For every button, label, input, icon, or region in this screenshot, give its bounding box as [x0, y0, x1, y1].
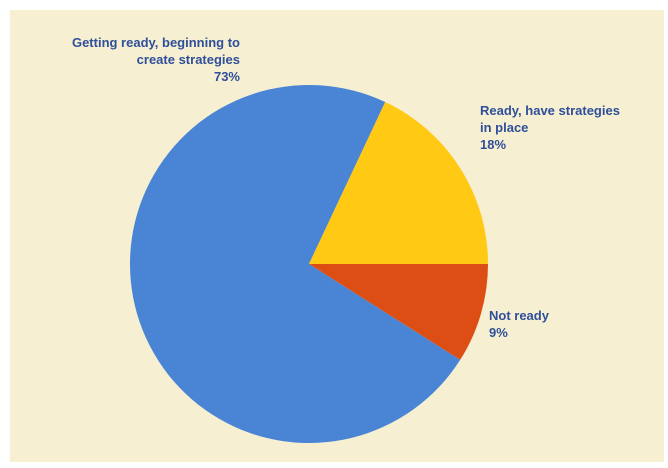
slice-value-not-ready: 9% — [489, 325, 508, 340]
slice-ready — [309, 102, 488, 264]
slice-label-getting-ready: Getting ready, beginning to create strat… — [22, 34, 240, 85]
slice-getting-ready — [129, 85, 461, 444]
slice-not-ready — [309, 264, 488, 360]
slice-label-ready-line1: Ready, have strategies — [480, 103, 620, 118]
slice-label-not-ready-line1: Not ready — [489, 308, 549, 323]
slice-label-not-ready: Not ready 9% — [489, 307, 549, 341]
pie-slices — [129, 85, 488, 444]
slice-label-getting-ready-line1: Getting ready, beginning to — [71, 35, 240, 50]
slice-label-ready: Ready, have strategies in place 18% — [480, 102, 620, 153]
slice-label-ready-line2: in place — [480, 120, 529, 135]
slice-value-getting-ready: 73% — [213, 69, 240, 84]
slice-label-getting-ready-line2: create strategies — [136, 52, 240, 67]
slice-value-ready: 18% — [480, 137, 507, 152]
